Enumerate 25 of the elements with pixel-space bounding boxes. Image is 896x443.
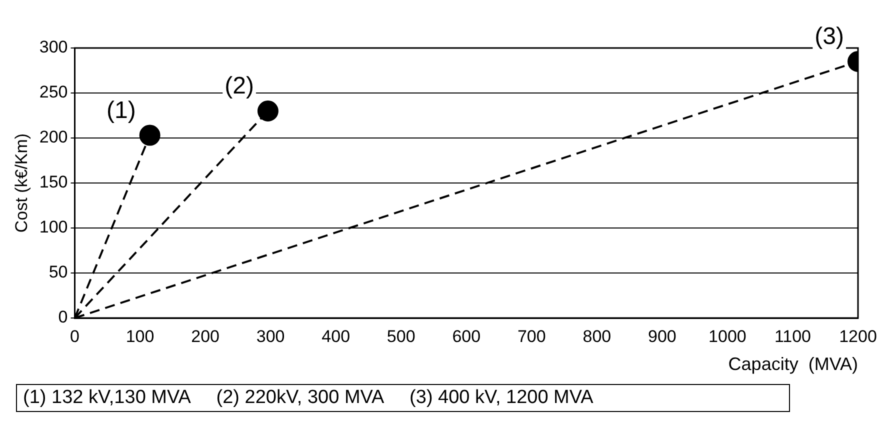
x-tick-label: 300 [256, 326, 285, 346]
x-tick-label: 1200 [839, 326, 877, 346]
x-tick-label: 1100 [774, 326, 812, 346]
x-tick-label: 100 [126, 326, 154, 346]
x-tick-label: 500 [386, 326, 416, 346]
x-tick-label: 800 [582, 326, 612, 346]
y-tick-label: 50 [48, 262, 68, 282]
x-tick-label: 900 [648, 326, 676, 346]
x-tick-label: 1000 [708, 326, 746, 346]
x-tick-label: 600 [452, 326, 481, 346]
annotation: (1) [106, 96, 136, 124]
y-tick-label: 0 [58, 308, 68, 327]
x-tick-label: 200 [191, 326, 220, 346]
y-tick-label: 200 [39, 128, 68, 147]
y-axis-title: Cost (k€/Km) [12, 133, 31, 233]
x-tick-label: 400 [322, 326, 350, 346]
y-tick-label: 150 [39, 172, 68, 192]
y-tick-label: 250 [39, 82, 68, 102]
x-axis-title: Capacity (MVA) [728, 354, 858, 374]
annotation: (3) [814, 23, 844, 50]
text: (1) 132 kV,130 MVA (2) 220kV, 300 MVA (3) 400 kV, 1200 MVA [16, 384, 790, 412]
y-tick-label: 300 [39, 38, 68, 57]
x-tick-label: 700 [517, 326, 546, 346]
y-tick-label: 100 [39, 218, 68, 237]
annotation: (2) [224, 72, 254, 100]
